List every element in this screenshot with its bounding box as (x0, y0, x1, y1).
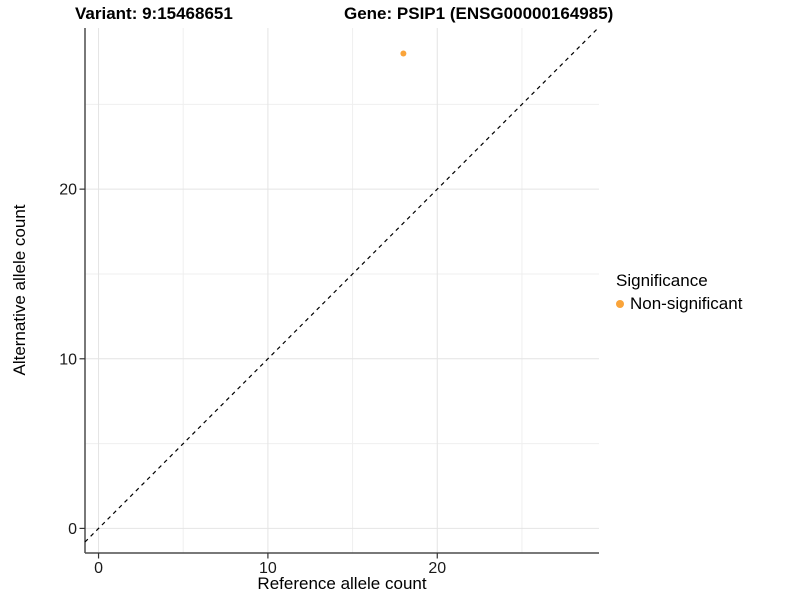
x-tick-label: 10 (259, 560, 277, 577)
plot-title-variant: Variant: 9:15468651 (75, 4, 233, 23)
y-axis-title: Alternative allele count (10, 204, 29, 376)
legend-item: Non-significant (616, 294, 742, 314)
x-tick-label: 20 (428, 560, 446, 577)
legend-point-icon (616, 300, 624, 308)
y-tick-label: 0 (68, 521, 77, 538)
plot-title-gene: Gene: PSIP1 (ENSG00000164985) (344, 4, 614, 23)
x-tick-label: 0 (94, 560, 103, 577)
y-tick-label: 10 (59, 351, 77, 368)
legend: Significance Non-significant (616, 271, 742, 314)
legend-title: Significance (616, 271, 708, 290)
legend-item-label: Non-significant (630, 294, 743, 313)
x-axis-title: Reference allele count (257, 574, 427, 593)
identity-line (84, 27, 599, 543)
data-point (400, 50, 407, 57)
y-tick-label: 20 (59, 182, 77, 199)
